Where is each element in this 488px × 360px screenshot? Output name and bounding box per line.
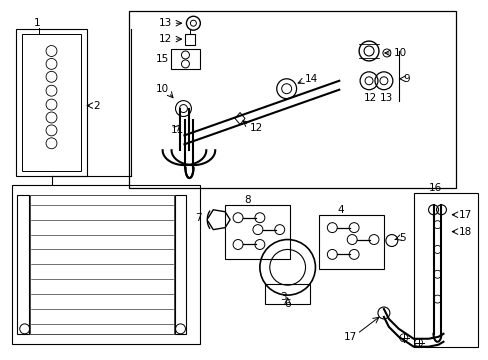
Bar: [174, 195, 186, 334]
Text: 11: 11: [170, 125, 183, 135]
Text: 7: 7: [195, 213, 202, 223]
Text: 17: 17: [457, 210, 470, 220]
Text: 9: 9: [403, 74, 409, 84]
Text: 8: 8: [244, 195, 250, 205]
Text: 3: 3: [279, 292, 286, 302]
Bar: [21, 34, 81, 171]
Text: 10: 10: [155, 84, 168, 94]
Text: 6: 6: [284, 299, 291, 309]
Text: 5: 5: [398, 233, 405, 243]
Bar: [413, 193, 477, 347]
Text: 13: 13: [158, 18, 172, 28]
Bar: [129, 11, 455, 188]
Bar: [224, 205, 289, 260]
Text: 2: 2: [93, 100, 100, 111]
Text: 12: 12: [364, 93, 377, 103]
Text: 15: 15: [155, 54, 168, 64]
Bar: [319, 215, 383, 269]
Bar: [264, 284, 310, 304]
Text: 16: 16: [427, 183, 441, 193]
Bar: [12, 185, 200, 344]
Bar: [30, 195, 173, 334]
Bar: [185, 34, 195, 45]
Text: 10: 10: [393, 48, 406, 58]
Text: 1: 1: [34, 18, 40, 28]
Text: 4: 4: [337, 205, 343, 215]
Text: 14: 14: [304, 74, 317, 84]
Bar: [16, 29, 87, 176]
Text: 18: 18: [457, 226, 470, 237]
Text: 12: 12: [158, 34, 172, 44]
Bar: [17, 195, 29, 334]
Bar: [170, 49, 200, 69]
Text: 13: 13: [379, 93, 392, 103]
Text: 12: 12: [249, 123, 263, 134]
Text: 17: 17: [344, 332, 357, 342]
